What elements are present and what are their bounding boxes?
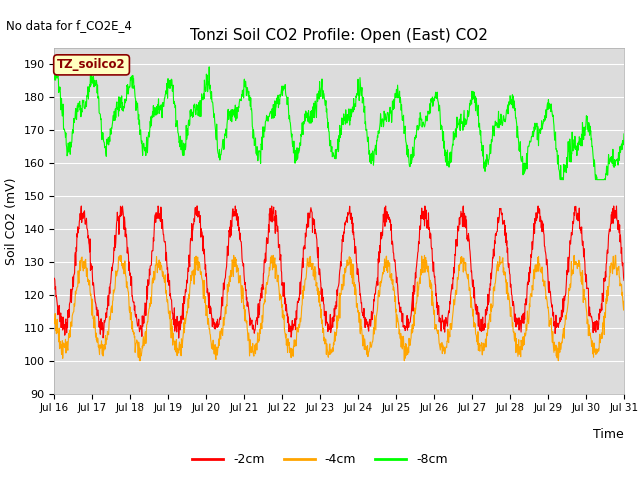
Text: No data for f_CO2E_4: No data for f_CO2E_4 — [6, 19, 132, 32]
Text: TZ_soilco2: TZ_soilco2 — [57, 59, 126, 72]
X-axis label: Time: Time — [593, 428, 624, 441]
Legend: -2cm, -4cm, -8cm: -2cm, -4cm, -8cm — [187, 448, 453, 471]
Title: Tonzi Soil CO2 Profile: Open (East) CO2: Tonzi Soil CO2 Profile: Open (East) CO2 — [190, 28, 488, 43]
Y-axis label: Soil CO2 (mV): Soil CO2 (mV) — [5, 177, 18, 264]
